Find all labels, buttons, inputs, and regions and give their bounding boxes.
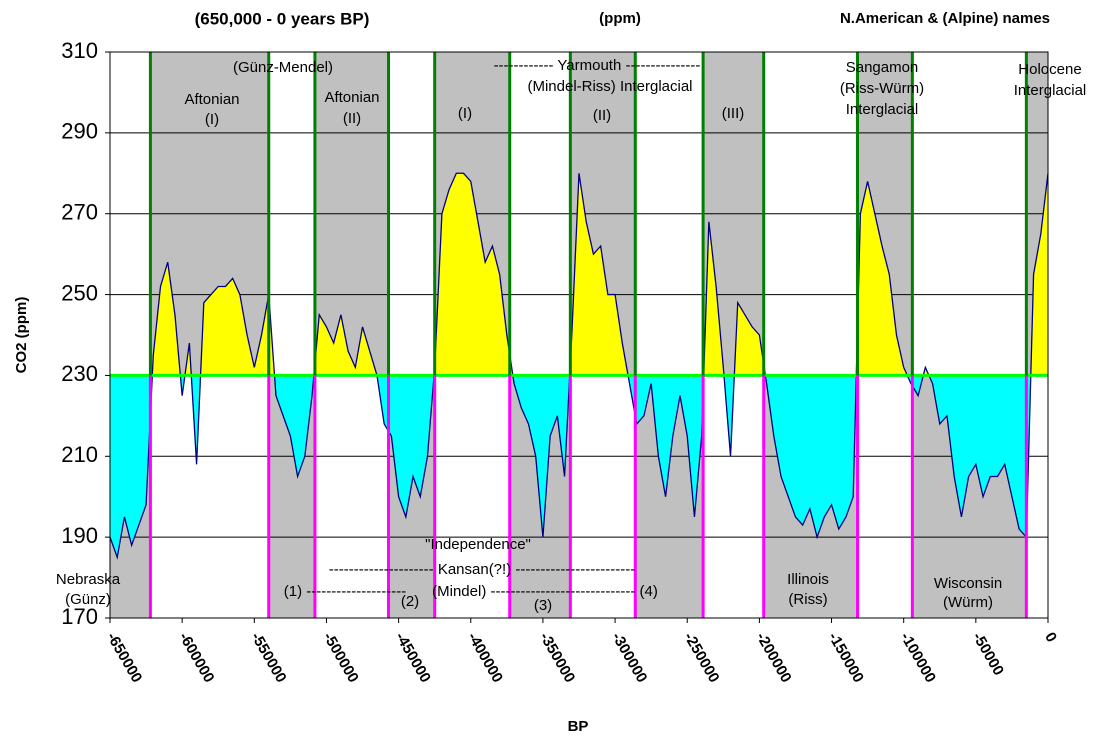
co2-line [109, 172, 1049, 560]
y-tick-label: 270 [61, 200, 98, 225]
x-tick-label: -550000 [247, 629, 289, 685]
annotation: ------------ Yarmouth --------------- [494, 57, 701, 74]
annotation: (2) [401, 593, 419, 610]
annotation: (III) [722, 105, 745, 122]
x-axis-label: BP [568, 718, 589, 735]
annotation: Interglacial [1014, 82, 1087, 99]
annotation: (Riss-Würm) [840, 80, 924, 97]
annotation: Interglacial [846, 101, 919, 118]
annotation: Wisconsin [934, 575, 1002, 592]
area-above [152, 173, 1048, 376]
y-axis-label: CO2 (ppm) [13, 297, 30, 374]
annotation: (II) [343, 110, 361, 127]
area-below [110, 375, 1048, 558]
x-tick-label: -200000 [752, 629, 794, 685]
annotation: (I) [458, 105, 472, 122]
annotation: (I) [205, 111, 219, 128]
annotation: (Mindel) ----------------------------- (… [432, 583, 658, 600]
y-tick-label: 310 [61, 38, 98, 63]
annotation: (3) [534, 597, 552, 614]
annotation: --------------------- Kansan(?!) -------… [329, 561, 636, 578]
annotation: Aftonian [184, 91, 239, 108]
annotation: (II) [593, 107, 611, 124]
x-tick-label: -250000 [680, 629, 722, 685]
y-tick-label: 170 [61, 604, 98, 629]
chart-title: (650,000 - 0 years BP) [195, 9, 370, 28]
annotation: (Würm) [943, 594, 993, 611]
x-tick-label: -150000 [825, 629, 867, 685]
plot-border [109, 51, 1049, 619]
x-tick-label: -500000 [320, 629, 362, 685]
annotation: Holocene [1018, 61, 1081, 78]
annotation: (ppm) [599, 10, 641, 27]
annotation: N.American & (Alpine) names [840, 10, 1050, 27]
annotation: "Independence" [425, 536, 531, 553]
annotation: Aftonian [324, 89, 379, 106]
annotation: (Günz) [65, 591, 111, 608]
annotation: (1) -------------------- [284, 583, 406, 600]
x-tick-label: -350000 [536, 629, 578, 685]
x-tick-label: -600000 [175, 629, 217, 685]
annotation: (Riss) [788, 591, 827, 608]
y-tick-label: 290 [61, 119, 98, 144]
annotation: (Mindel-Riss) Interglacial [527, 78, 692, 95]
x-tick-label: -650000 [103, 629, 145, 685]
x-tick-label: -450000 [392, 629, 434, 685]
x-tick-label: 0 [1041, 629, 1060, 645]
x-tick-label: -400000 [464, 629, 506, 685]
x-tick-label: -300000 [608, 629, 650, 685]
y-tick-label: 230 [61, 361, 98, 386]
x-tick-label: -100000 [897, 629, 939, 685]
y-tick-label: 190 [61, 523, 98, 548]
annotation: Sangamon [846, 59, 919, 76]
y-tick-label: 210 [61, 442, 98, 467]
annotation: (Günz-Mendel) [233, 59, 333, 76]
annotation: Illinois [787, 571, 829, 588]
x-tick-label: -50000 [969, 629, 1007, 678]
annotation: Nebraska [56, 571, 121, 588]
y-tick-label: 250 [61, 280, 98, 305]
